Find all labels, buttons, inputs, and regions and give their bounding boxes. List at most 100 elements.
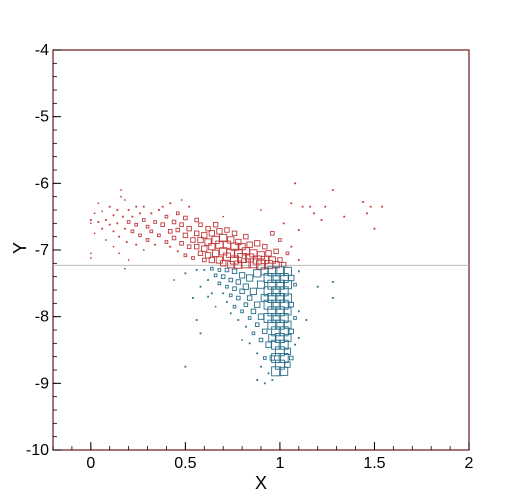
data-point: [184, 272, 187, 275]
data-point: [268, 256, 276, 264]
data-point: [256, 280, 266, 289]
data-point: [179, 241, 184, 246]
data-point: [142, 205, 145, 208]
data-point: [219, 233, 228, 243]
data-point: [253, 269, 262, 278]
y-axis-title: Y: [10, 242, 30, 254]
data-point: [362, 201, 365, 203]
data-point: [212, 249, 220, 257]
data-point: [285, 251, 290, 256]
data-point: [267, 279, 278, 290]
data-point: [135, 205, 138, 208]
data-point: [134, 222, 139, 227]
data-point: [90, 222, 92, 225]
data-point: [131, 215, 134, 218]
data-point: [164, 214, 169, 219]
data-point: [262, 356, 267, 360]
data-point: [191, 256, 195, 260]
data-point: [198, 222, 203, 227]
data-point: [283, 320, 292, 329]
data-point: [202, 257, 207, 263]
data-point: [301, 205, 304, 208]
data-point: [105, 239, 107, 241]
data-point: [274, 346, 285, 357]
data-point: [161, 205, 164, 208]
data-point: [118, 235, 121, 238]
data-point: [369, 205, 372, 208]
data-point: [283, 307, 292, 316]
data-point: [246, 295, 253, 301]
y-tick-label: -5: [35, 109, 49, 126]
data-point: [101, 210, 103, 213]
data-point: [251, 331, 256, 336]
data-point: [288, 328, 294, 335]
y-tick-label: -7: [35, 242, 49, 259]
data-point: [169, 245, 172, 248]
data-point: [93, 212, 96, 215]
data-point: [260, 293, 269, 303]
data-point: [122, 215, 124, 218]
data-point: [241, 339, 243, 341]
data-point: [118, 252, 120, 255]
data-point: [269, 355, 276, 361]
data-point: [139, 212, 141, 215]
data-point: [222, 215, 224, 218]
data-point: [112, 245, 115, 248]
x-axis-title: X: [255, 473, 267, 493]
data-point: [268, 333, 277, 343]
series-1: [89, 182, 383, 270]
data-point: [278, 353, 289, 363]
data-point: [190, 237, 196, 243]
data-point: [277, 257, 283, 263]
data-point: [217, 268, 222, 272]
data-point: [244, 325, 247, 328]
data-point: [145, 224, 150, 229]
data-point: [224, 227, 230, 233]
data-point: [365, 212, 368, 215]
data-point: [171, 235, 177, 241]
data-point: [226, 301, 228, 303]
data-point: [101, 227, 104, 230]
data-point: [282, 293, 292, 303]
data-point: [271, 273, 282, 283]
data-point: [222, 240, 232, 249]
data-point: [257, 313, 265, 320]
data-point: [240, 309, 244, 314]
data-point: [373, 227, 376, 230]
data-point: [229, 312, 232, 315]
x-tick-label: 1.5: [363, 455, 385, 472]
data-point: [135, 243, 138, 246]
data-point: [260, 209, 262, 211]
y-axis: -10 -9 -8 -7 -6 -5 -4: [26, 42, 61, 459]
data-point: [236, 295, 241, 301]
data-point: [289, 355, 294, 361]
data-point: [149, 229, 154, 234]
data-point: [232, 304, 237, 309]
data-point: [288, 274, 295, 282]
data-point: [197, 250, 204, 257]
data-point: [208, 256, 215, 264]
data-point: [243, 302, 249, 307]
data-point: [199, 285, 202, 288]
data-point: [126, 220, 131, 224]
data-point: [112, 230, 115, 233]
data-point: [271, 353, 282, 363]
data-point: [297, 270, 300, 273]
data-point: [225, 284, 229, 289]
data-point: [201, 245, 208, 252]
data-point: [194, 243, 200, 250]
data-point: [274, 306, 285, 317]
y-tick-label: -6: [35, 175, 49, 192]
data-point: [164, 240, 169, 244]
data-point: [205, 225, 211, 232]
data-point: [282, 266, 292, 276]
data-point: [93, 232, 96, 235]
data-point: [256, 352, 259, 355]
data-point: [228, 277, 233, 283]
data-point: [274, 333, 285, 343]
data-point: [297, 229, 300, 231]
data-point: [127, 209, 130, 211]
data-point: [216, 228, 223, 235]
data-point: [246, 274, 254, 282]
x-tick-label: 2: [465, 455, 474, 472]
